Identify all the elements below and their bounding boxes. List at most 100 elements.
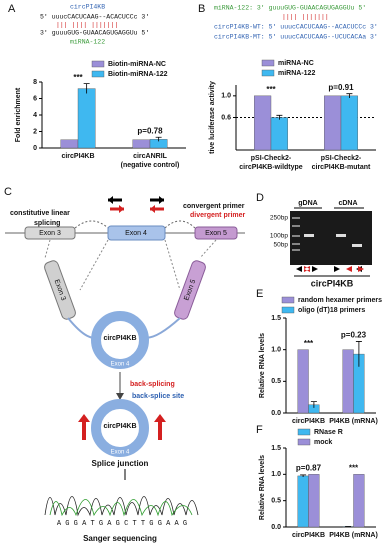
- y-tick-label: 8: [33, 79, 37, 86]
- x-tick-label: circPI4KB-wildtype: [239, 164, 303, 171]
- x-tick-label: (negative control): [121, 162, 180, 169]
- legend-label: miRNA-122: [278, 70, 315, 77]
- legend-swatch: [261, 59, 275, 67]
- legend-swatch: [297, 428, 311, 436]
- seq-pairs: ||| |||| |||||||: [56, 22, 118, 29]
- error-bar: [155, 136, 162, 142]
- exon: [194, 226, 238, 240]
- chromatogram: [49, 499, 193, 517]
- legend-label: Biotin-miRNA-122: [108, 71, 168, 78]
- y-tick-label: 1.0: [271, 347, 281, 354]
- exon-label: Exon 4: [125, 230, 147, 237]
- legend-label: random hexamer primers: [298, 297, 382, 304]
- y-tick-label: 0.0: [271, 524, 281, 531]
- sanger-label: Sanger sequencing: [83, 534, 157, 543]
- y-tick-label: 0.0: [271, 410, 281, 417]
- seq-top: 5' uuucCACUCAAG--ACACUCCc 3': [40, 14, 149, 21]
- seq-mt: circPI4KB-MT: 5' uuucCACUCAAG--UCUCACAa …: [214, 34, 378, 41]
- y-axis-title: Relative RNA levels: [259, 333, 266, 398]
- splice-arc: [74, 220, 196, 229]
- band: [352, 244, 362, 247]
- error-bar: [276, 114, 283, 120]
- primer-arrow: [119, 205, 155, 213]
- chromatogram: [44, 496, 199, 517]
- primer-icon: [296, 266, 362, 272]
- bar: [340, 95, 358, 151]
- linear-label: splicing: [34, 220, 60, 227]
- bar: [297, 475, 309, 528]
- legend-swatch: [261, 69, 275, 77]
- x-tick-label: circPI4KB-mutant: [312, 164, 371, 171]
- legend-swatch: [91, 70, 105, 78]
- target-label: circPI4KB: [311, 278, 354, 288]
- seq-mirna: miRNA-122: 3' guuuGUG-GUAACAGUGAGGUu 5': [214, 5, 366, 12]
- annotation: ***: [349, 463, 359, 472]
- legend-label: RNase R: [314, 429, 343, 436]
- bar: [342, 349, 354, 414]
- x-tick-label: PI4KB (mRNA): [329, 532, 378, 539]
- y-tick-label: 4: [33, 112, 37, 119]
- annotation: ***: [304, 339, 314, 348]
- y-axis-title: Fold enrichment: [15, 87, 22, 142]
- bar: [270, 117, 288, 151]
- band: [336, 234, 346, 237]
- exon: [107, 225, 166, 241]
- x-tick-label: circPI4KB: [292, 532, 325, 539]
- exon-label: Exon 5: [205, 230, 227, 237]
- circ-exon: Exon 4: [111, 450, 130, 456]
- convergent-label: convergent primer: [183, 203, 245, 210]
- seq-pairs: |||| |||||||: [282, 14, 329, 21]
- bar: [253, 95, 272, 151]
- legend-label: mock: [314, 439, 332, 446]
- bar: [353, 474, 365, 528]
- annotation: p=0.91: [328, 83, 354, 92]
- circ-exon: Exon 4: [111, 362, 130, 368]
- cylinder: [44, 260, 76, 320]
- seq-wt: circPI4KB-WT: 5' uuucCACUCAAG--ACACUCCc …: [214, 24, 378, 31]
- legend-label: oligo (dT)18 primers: [298, 307, 365, 314]
- junction-label: Splice junction: [92, 459, 149, 468]
- back-splicing: back-splicing: [130, 381, 175, 388]
- y-axis-title: Relative RNA levels: [259, 455, 266, 520]
- legend-label: Biotin-miRNA-NC: [108, 61, 166, 68]
- sequence: A G G A T G A G C T T G G A A G: [57, 520, 187, 528]
- legend-swatch: [91, 60, 105, 68]
- y-axis-title: tive luciferase activity: [209, 81, 216, 154]
- circ-label: circPI4KB: [103, 335, 136, 342]
- y-tick-label: 6: [33, 95, 37, 102]
- lane-label: cDNA: [338, 200, 357, 207]
- marker-label: 100bp: [270, 233, 288, 240]
- circ-ring: [91, 311, 149, 369]
- x-tick-label: circPI4KB: [61, 153, 94, 160]
- exon-label: Exon 3: [39, 230, 61, 237]
- circ-label: circPI4KB: [103, 423, 136, 430]
- y-tick-label: 0.5: [271, 498, 281, 505]
- guide-line: [44, 239, 217, 291]
- annotation: ***: [266, 85, 276, 94]
- y-tick-label: 1.0: [271, 471, 281, 478]
- band: [304, 234, 314, 237]
- linear-label: constitutive linear: [10, 210, 70, 217]
- marker-label: 250bp: [270, 215, 288, 222]
- x-tick-label: circANRIL: [133, 153, 168, 160]
- y-tick-label: 1.0: [221, 93, 231, 100]
- back-splice-site: back-splice site: [132, 393, 184, 400]
- error-bar: [355, 341, 362, 367]
- y-tick-label: 1.5: [271, 315, 281, 322]
- lane-label: gDNA: [298, 200, 317, 207]
- error-bar: [83, 83, 90, 94]
- bar: [324, 95, 342, 151]
- panel-label: D: [256, 192, 264, 204]
- panel-label: C: [4, 186, 12, 198]
- x-tick-label: pSI-Check2-: [251, 155, 292, 162]
- legend-label: miRNA-NC: [278, 60, 314, 67]
- bar: [297, 349, 309, 414]
- x-tick-label: circPI4KB: [292, 418, 325, 425]
- x-tick-label: PI4KB (mRNA): [329, 418, 378, 425]
- y-tick-label: 1.5: [271, 445, 281, 452]
- legend-swatch: [297, 438, 311, 446]
- seq-name: miRNA-122: [70, 39, 105, 46]
- bar: [60, 139, 79, 149]
